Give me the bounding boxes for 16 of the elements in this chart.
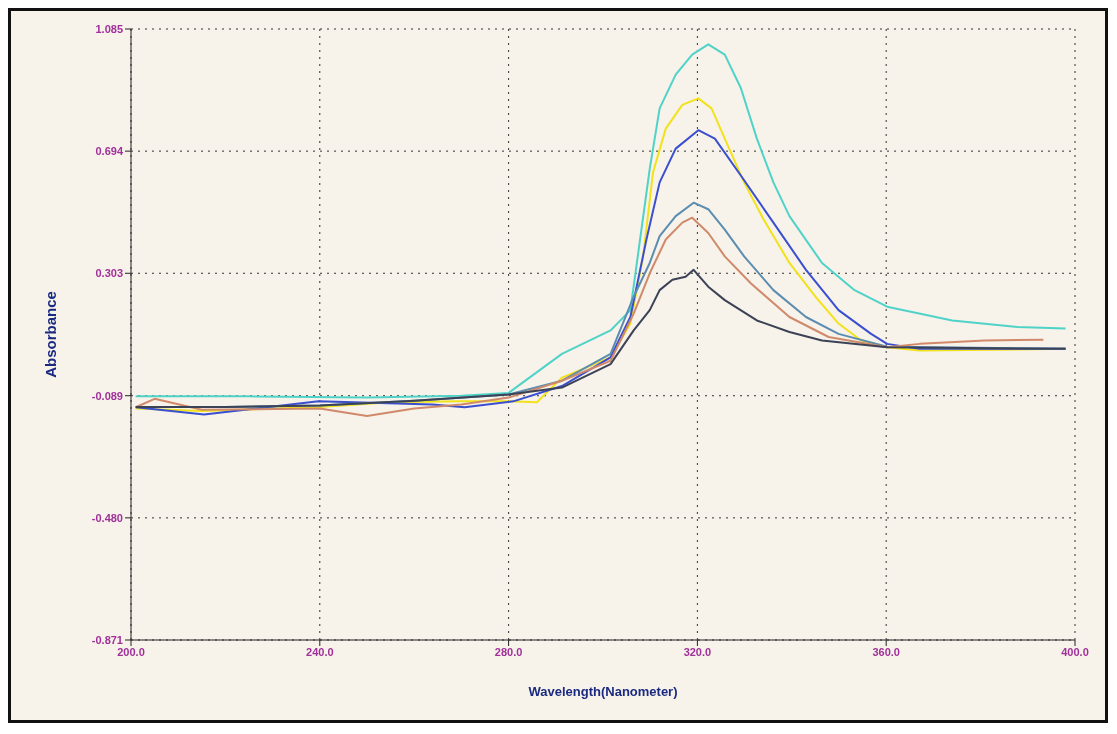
x-tick-label: 320.0 [683,645,712,658]
y-tick-label: -0.089 [91,389,123,402]
line-series [134,268,1067,408]
y-tick-label: 0.694 [95,145,124,158]
x-axis-title: Wavelength(Nanometer) [528,684,678,699]
y-tick-label: 0.303 [95,267,123,280]
x-tick-label: 360.0 [872,645,900,658]
line-series [134,43,1067,399]
x-tick-label: 280.0 [494,645,523,658]
y-tick-label: -0.480 [91,511,123,524]
x-tick-label: 240.0 [306,645,334,658]
y-tick-label: 1.085 [95,22,123,35]
y-tick-label: -0.871 [91,633,123,646]
x-tick-label: 200.0 [117,645,145,658]
y-axis-title: Absorbance [42,291,60,378]
x-tick-label: 400.0 [1061,645,1089,658]
